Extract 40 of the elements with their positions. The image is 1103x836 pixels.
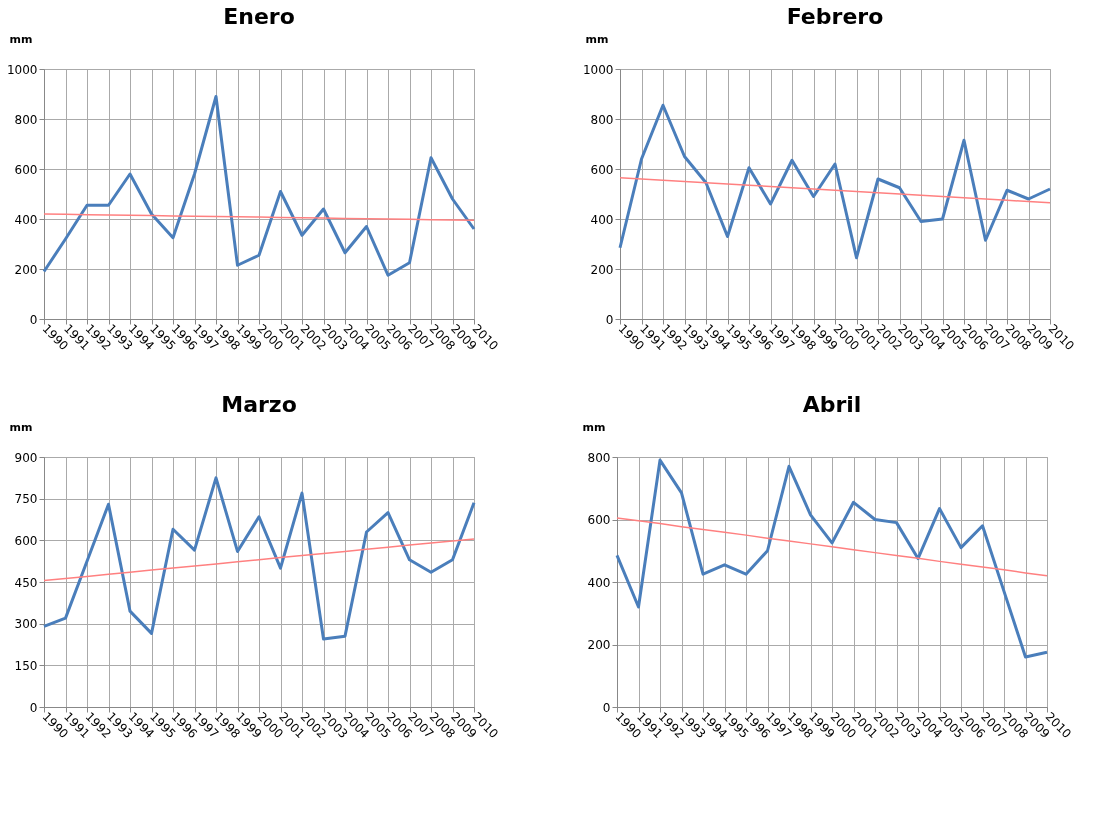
y-tick-label: 200 <box>14 262 38 277</box>
y-tick-label: 400 <box>590 212 614 227</box>
y-tick-label: 0 <box>29 700 38 715</box>
y-tick-label: 200 <box>590 262 614 277</box>
y-tick-label: 800 <box>590 112 614 127</box>
y-tick-label: 450 <box>14 575 38 590</box>
y-tick-label: 200 <box>587 638 611 652</box>
line-series <box>43 538 475 582</box>
chart-title: Enero <box>223 4 295 29</box>
line-series <box>619 177 1051 204</box>
chart-title: Febrero <box>786 4 884 29</box>
line-series <box>43 213 475 221</box>
y-tick-label: 400 <box>14 212 38 227</box>
line-series <box>42 476 476 641</box>
y-tick-label: 0 <box>605 312 614 327</box>
line-series <box>615 458 1049 659</box>
y-tick-label: 1000 <box>582 62 614 77</box>
y-tick-label: 750 <box>14 492 38 507</box>
y-tick-label: 600 <box>14 162 38 177</box>
y-tick-label: 600 <box>587 513 611 527</box>
y-tick-label: 150 <box>14 658 38 673</box>
y-tick-label: 0 <box>602 700 611 715</box>
chart-title: Marzo <box>221 392 297 417</box>
y-tick-label: 900 <box>14 450 38 465</box>
y-tick-label: 1000 <box>6 62 38 77</box>
y-tick-label: 0 <box>29 312 38 327</box>
y-tick-label: 800 <box>587 450 611 465</box>
y-tick-label: 600 <box>590 162 614 177</box>
line-series <box>42 95 476 277</box>
y-axis-title: mm <box>585 32 609 46</box>
line-series <box>618 103 1052 260</box>
y-tick-label: 600 <box>14 533 38 548</box>
y-axis-title: mm <box>9 32 33 46</box>
line-series <box>616 517 1048 577</box>
y-axis-title: mm <box>582 420 606 434</box>
y-tick-label: 300 <box>14 617 38 632</box>
y-axis-title: mm <box>9 420 33 434</box>
y-tick-label: 800 <box>14 112 38 127</box>
y-tick-label: 400 <box>587 575 611 590</box>
chart-title: Abril <box>802 392 862 417</box>
